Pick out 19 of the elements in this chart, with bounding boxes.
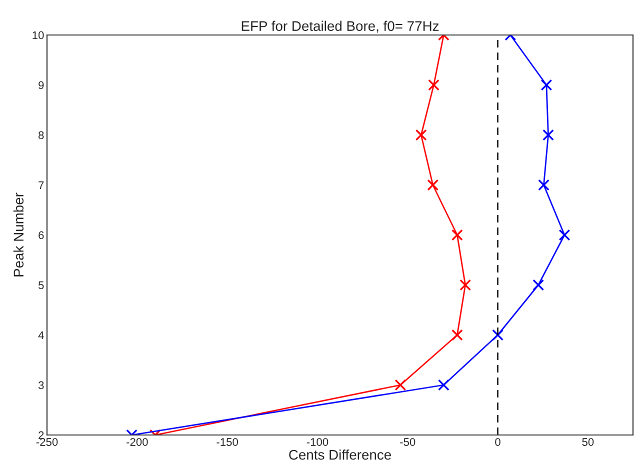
y-tick-label: 8 [38,131,44,140]
x-tick-label: 50 [582,438,594,446]
y-tick-label: 9 [38,81,44,90]
x-tick-label: 0 [495,438,500,446]
x-tick-label: -200 [126,438,148,446]
x-axis-title: Cents Difference [289,450,391,460]
y-tick-label: 4 [38,331,44,340]
x-tick-label: -150 [216,438,238,446]
x-tick-label: -50 [400,438,416,446]
x-tick-label: -250 [36,438,58,446]
x-tick-label: -100 [306,438,328,446]
y-tick-label: 5 [38,281,44,290]
y-tick-label: 3 [38,381,44,390]
y-tick-label: 10 [32,31,44,40]
y-axis-title: Peak Number [13,192,24,276]
y-tick-label: 6 [38,231,44,240]
y-tick-label: 7 [38,181,44,190]
y-tick-label: 2 [38,431,44,440]
chart-title: EFP for Detailed Bore, f0= 77Hz [242,20,439,33]
